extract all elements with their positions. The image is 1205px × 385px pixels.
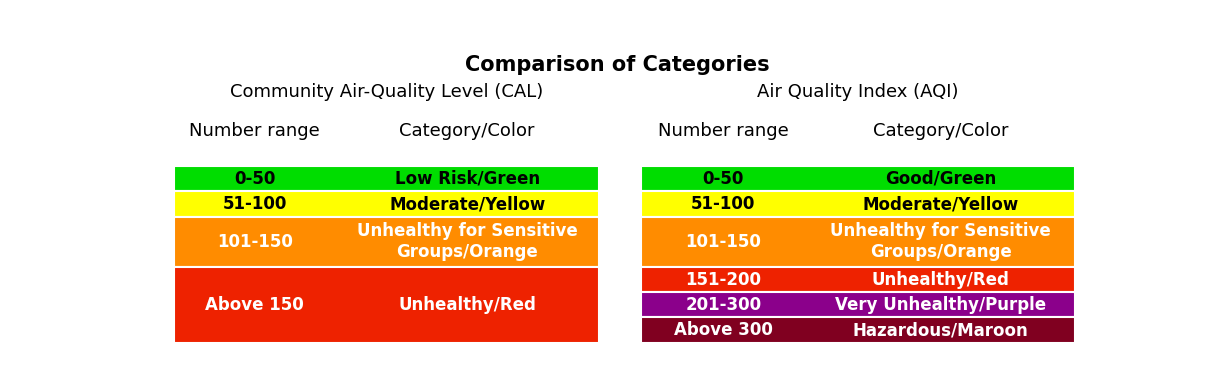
- Text: 51-100: 51-100: [692, 195, 756, 213]
- Bar: [174, 267, 599, 343]
- Text: Number range: Number range: [189, 122, 321, 140]
- Text: Unhealthy/Red: Unhealthy/Red: [398, 296, 536, 314]
- Text: Above 300: Above 300: [674, 321, 772, 339]
- Text: Comparison of Categories: Comparison of Categories: [465, 55, 770, 75]
- Text: Unhealthy for Sensitive
Groups/Orange: Unhealthy for Sensitive Groups/Orange: [357, 223, 577, 261]
- Text: 151-200: 151-200: [686, 271, 762, 289]
- Text: 101-150: 101-150: [686, 233, 762, 251]
- Text: Community Air-Quality Level (CAL): Community Air-Quality Level (CAL): [230, 83, 543, 101]
- Text: Good/Green: Good/Green: [884, 170, 997, 188]
- Bar: [641, 191, 1075, 217]
- Bar: [641, 292, 1075, 318]
- Bar: [174, 166, 599, 191]
- Bar: [641, 166, 1075, 191]
- Text: Hazardous/Maroon: Hazardous/Maroon: [853, 321, 1028, 339]
- Text: Number range: Number range: [658, 122, 789, 140]
- Text: Category/Color: Category/Color: [872, 122, 1009, 140]
- Text: Very Unhealthy/Purple: Very Unhealthy/Purple: [835, 296, 1046, 314]
- Bar: [641, 267, 1075, 292]
- Text: 51-100: 51-100: [223, 195, 287, 213]
- Text: 0-50: 0-50: [234, 170, 276, 188]
- Text: Unhealthy for Sensitive
Groups/Orange: Unhealthy for Sensitive Groups/Orange: [830, 223, 1051, 261]
- Bar: [174, 217, 599, 267]
- Text: 201-300: 201-300: [686, 296, 762, 314]
- Bar: [174, 191, 599, 217]
- Text: Moderate/Yellow: Moderate/Yellow: [863, 195, 1018, 213]
- Text: Above 150: Above 150: [205, 296, 304, 314]
- Text: Category/Color: Category/Color: [399, 122, 535, 140]
- Text: 101-150: 101-150: [217, 233, 293, 251]
- Text: Air Quality Index (AQI): Air Quality Index (AQI): [757, 83, 959, 101]
- Text: 0-50: 0-50: [703, 170, 745, 188]
- Bar: [641, 318, 1075, 343]
- Bar: [641, 217, 1075, 267]
- Text: Unhealthy/Red: Unhealthy/Red: [871, 271, 1010, 289]
- Text: Low Risk/Green: Low Risk/Green: [394, 170, 540, 188]
- Text: Moderate/Yellow: Moderate/Yellow: [389, 195, 546, 213]
